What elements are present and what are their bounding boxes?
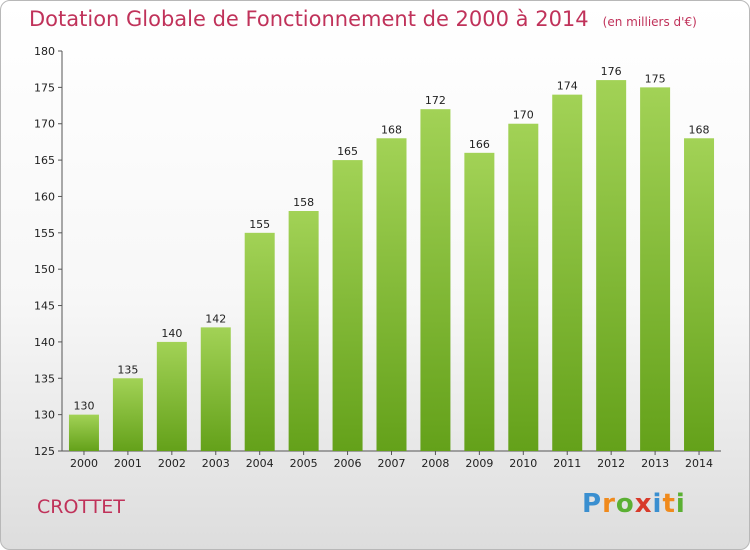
x-tick-label-2011: 2011 [553,457,581,470]
x-tick-label-2000: 2000 [70,457,98,470]
bar-2014 [684,138,715,452]
value-label-2013: 175 [645,72,666,85]
x-tick-label-2001: 2001 [114,457,142,470]
y-tick-label: 130 [34,409,55,422]
bar-2000 [68,414,99,451]
x-tick-label-2005: 2005 [290,457,318,470]
x-tick-label-2002: 2002 [158,457,186,470]
bar-2007 [376,138,407,452]
y-tick-label: 155 [34,227,55,240]
x-tick-label-2014: 2014 [685,457,713,470]
x-tick-label-2008: 2008 [421,457,449,470]
x-tick-label-2012: 2012 [597,457,625,470]
bar-2003 [200,327,231,451]
x-tick-label-2009: 2009 [465,457,493,470]
y-tick-label: 160 [34,190,55,203]
x-tick-label-2006: 2006 [334,457,362,470]
proxiti-logo: Proxiti [582,489,686,519]
logo-letter: P [582,489,603,519]
chart-title-text: Dotation Globale de Fonctionnement de 20… [29,7,589,31]
bar-2004 [244,232,275,451]
y-tick-label: 150 [34,263,55,276]
value-label-2009: 166 [469,138,490,151]
value-label-2001: 135 [117,363,138,376]
logo-letter: o [615,489,635,519]
y-tick-label: 175 [34,81,55,94]
value-label-2004: 155 [249,218,270,231]
value-label-2007: 168 [381,123,402,136]
y-tick-label: 125 [34,445,55,458]
chart-title: Dotation Globale de Fonctionnement de 20… [29,7,697,31]
logo-letter: i [652,489,663,519]
value-label-2014: 168 [689,123,710,136]
bar-2012 [596,80,627,451]
value-label-2008: 172 [425,94,446,107]
y-tick-label: 145 [34,300,55,313]
bar-2011 [552,94,583,452]
x-tick-label-2004: 2004 [246,457,274,470]
y-tick-label: 170 [34,118,55,131]
bar-2001 [112,378,143,451]
logo-letter: t [662,489,676,519]
bar-2013 [640,87,671,451]
logo-letter: r [602,489,616,519]
chart-unit: (en milliers d'€) [602,15,697,29]
y-ticks: 125 130 135 140 145 150 155 160 165 170 175 180 [34,45,62,458]
y-tick-label: 165 [34,154,55,167]
value-label-2011: 174 [557,80,578,93]
logo-letter: x [634,489,653,519]
x-tick-label-2003: 2003 [202,457,230,470]
y-tick-label: 140 [34,336,55,349]
value-label-2003: 142 [205,312,226,325]
bar-2010 [508,123,539,452]
x-tick-label-2007: 2007 [378,457,406,470]
bar-2008 [420,109,451,451]
bar-2009 [464,152,495,451]
bar-2006 [332,160,363,451]
value-label-2005: 158 [293,196,314,209]
y-tick-label: 180 [34,45,55,58]
value-label-2012: 176 [601,65,622,78]
value-label-2010: 170 [513,109,534,122]
y-tick-label: 135 [34,372,55,385]
logo-letter: i [675,489,686,519]
bars: 130 135 140 142 155 158 165 168 172 166 170 174 176 1… [68,65,715,452]
value-label-2002: 140 [161,327,182,340]
value-label-2000: 130 [73,400,94,413]
bar-2005 [288,211,319,451]
commune-name: CROTTET [37,496,125,518]
x-ticks: 2000 2001 2002 2003 2004 2005 2006 2007 2008 2009… [70,451,713,470]
x-tick-label-2010: 2010 [509,457,537,470]
value-label-2006: 165 [337,145,358,158]
x-tick-label-2013: 2013 [641,457,669,470]
bar-2002 [156,341,187,451]
